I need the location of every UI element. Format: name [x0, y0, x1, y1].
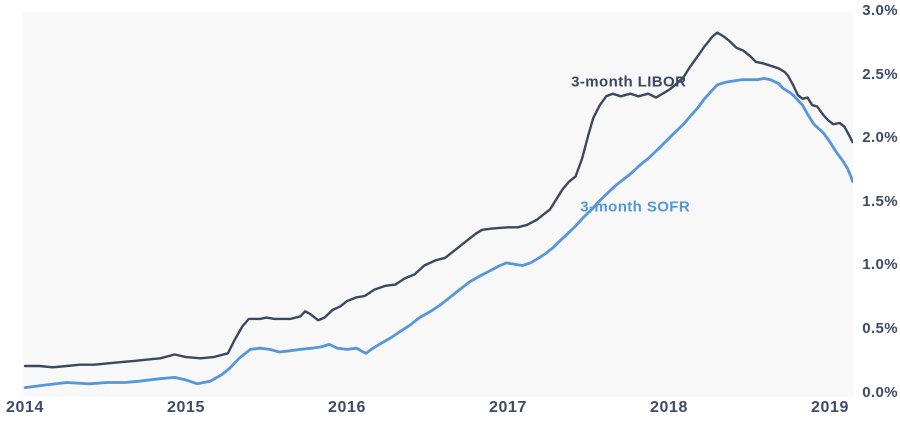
x-tick-label: 2016	[328, 399, 366, 416]
y-tick-label: 2.5%	[862, 65, 898, 83]
libor-line	[23, 31, 853, 369]
plot-area	[23, 12, 853, 397]
y-tick-label: 3.0%	[862, 2, 898, 19]
y-tick-label: 1.0%	[862, 256, 898, 274]
x-tick-label: 2015	[167, 399, 205, 416]
x-tick-label: 2019	[811, 399, 849, 416]
x-tick-label: 2017	[489, 399, 527, 416]
x-tick-label: 2014	[6, 399, 44, 416]
sofr-series-label: 3-month SOFR	[580, 198, 691, 216]
line-plot	[23, 31, 853, 390]
y-tick-label: 2.0%	[862, 129, 898, 147]
x-tick-label: 2018	[650, 399, 688, 416]
libor-series-label: 3-month LIBOR	[571, 73, 687, 91]
y-tick-label: 0.0%	[862, 383, 898, 401]
sofr-line	[23, 77, 853, 390]
y-tick-label: 0.5%	[862, 320, 898, 338]
y-tick-label: 1.5%	[862, 192, 898, 210]
